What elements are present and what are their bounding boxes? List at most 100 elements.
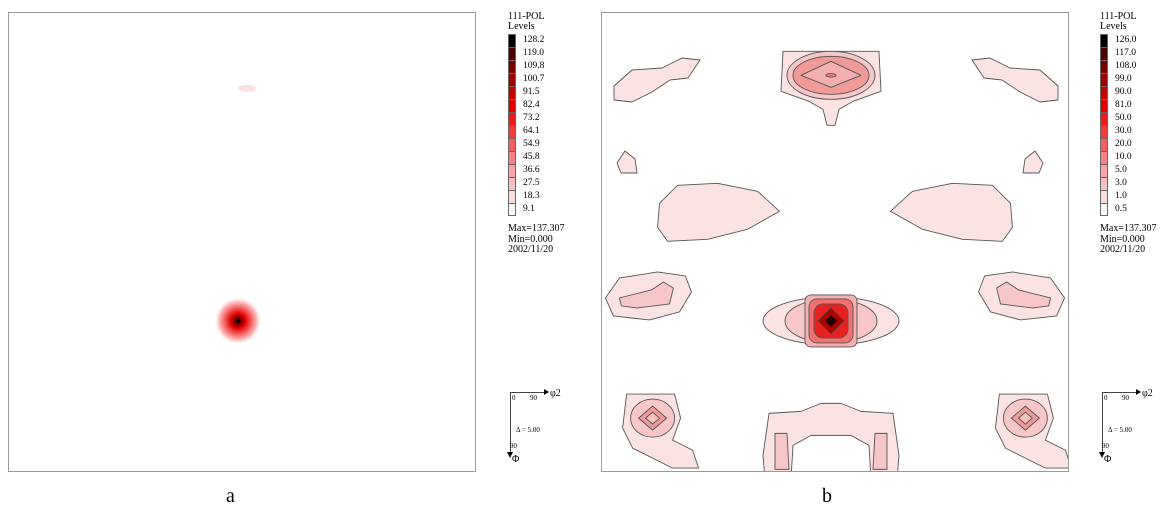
legend-meta: Max=137.307 Min=0.000 2002/11/20: [1100, 223, 1162, 256]
legend-level-label: 45.8: [523, 152, 540, 162]
small-left-region: [616, 150, 638, 174]
legend-subtitle: Levels: [508, 21, 535, 32]
legend-subtitle: Levels: [1100, 21, 1127, 32]
axis-key-y-end: 90: [1102, 442, 1109, 450]
bottom-right-core: [1017, 411, 1033, 425]
legend-level-label: 1.0: [1115, 191, 1127, 201]
center-core: [825, 314, 837, 327]
legend-swatch: [1100, 138, 1108, 151]
upper-left-region: [613, 57, 701, 103]
legend-swatch: [1100, 73, 1108, 86]
legend-b: 111-POL Levels 126.0 117.0 108.0 99.0 90.0 81…: [1100, 12, 1162, 256]
legend-level-label: 36.6: [523, 165, 540, 175]
legend-title: 111-POL: [508, 11, 545, 22]
legend-level-label: 119.0: [523, 48, 545, 58]
legend-swatch: [1100, 177, 1108, 190]
legend-level-label: 3.0: [1115, 178, 1127, 188]
legend-level-label: 5.0: [1115, 165, 1127, 175]
weak-spot: [238, 84, 256, 92]
axis-key-step: Δ = 5.00: [1108, 426, 1132, 434]
legend-swatch: [508, 190, 516, 203]
color-scale: 126.0 117.0 108.0 99.0 90.0 81.0 50.0 30.0 20.0 1…: [1100, 34, 1162, 216]
legend-level-label: 117.0: [1115, 48, 1137, 58]
axis-key-b: 0 90 φ2 Δ = 5.00 90 Φ: [1099, 388, 1160, 465]
legend-meta: Max=137.307 Min=0.000 2002/11/20: [508, 223, 578, 256]
axis-key-a: 0 90 φ2 Δ = 5.00 90 Φ: [507, 388, 568, 465]
legend-swatch: [1100, 203, 1108, 216]
legend-a: 111-POL Levels 128.2 119.0 109.8 100.7 91.5 8…: [508, 12, 578, 256]
mid-right-inner: [996, 281, 1052, 309]
legend-min: Min=0.000: [1100, 233, 1145, 245]
legend-swatch: [1100, 190, 1108, 203]
top-center-dot: [825, 73, 837, 78]
legend-level-label: 99.0: [1115, 74, 1132, 84]
legend-swatch: [1100, 125, 1108, 138]
legend-date: 2002/11/20: [1100, 244, 1146, 255]
bottom-center-left-inner: [774, 432, 790, 470]
axis-key-y-label: Φ: [512, 454, 520, 465]
legend-level-label: 82.4: [523, 100, 540, 110]
legend-level-label: 64.1: [523, 126, 540, 136]
legend-swatch: [508, 47, 516, 60]
legend-swatch: [1100, 164, 1108, 177]
odf-plot-a-svg: [214, 84, 262, 345]
legend-level-label: 109.8: [523, 61, 545, 71]
legend-level-label: 128.2: [523, 35, 545, 45]
legend-level-label: 0.5: [1115, 204, 1127, 214]
legend-swatch: [508, 138, 516, 151]
legend-level-label: 81.0: [1115, 100, 1132, 110]
axis-key-step: Δ = 5.00: [516, 426, 540, 434]
axis-key-x-label: φ2: [550, 388, 561, 399]
legend-title: 111-POL: [1100, 11, 1137, 22]
bottom-center-right-inner: [872, 432, 888, 470]
legend-level-label: 91.5: [523, 87, 540, 97]
odf-plot-a: [8, 12, 476, 472]
legend-level-label: 30.0: [1115, 126, 1132, 136]
axis-key-x-start: 0: [1104, 394, 1108, 402]
legend-swatch: [1100, 151, 1108, 164]
legend-level-label: 54.9: [523, 139, 540, 149]
legend-level-label: 100.7: [523, 74, 545, 84]
legend-level-label: 90.0: [1115, 87, 1132, 97]
legend-swatch: [508, 177, 516, 190]
axis-key-x-end: 90: [530, 394, 537, 402]
legend-swatch: [508, 34, 516, 47]
legend-swatch: [1100, 60, 1108, 73]
legend-level-label: 126.0: [1115, 35, 1137, 45]
caption-b: b: [822, 485, 832, 507]
axis-key-x-end: 90: [1122, 394, 1129, 402]
axis-key-x-start: 0: [512, 394, 516, 402]
legend-min: Min=0.000: [508, 233, 553, 245]
upper-right-region: [971, 57, 1059, 103]
odf-plot-b: [601, 12, 1069, 472]
axis-key-x-label: φ2: [1142, 388, 1153, 399]
side-left-region: [657, 182, 781, 242]
legend-max: Max=137.307: [1100, 223, 1157, 234]
legend-swatch: [1100, 112, 1108, 125]
legend-level-label: 73.2: [523, 113, 540, 123]
odf-plot-b-svg: [604, 50, 1068, 471]
legend-date: 2002/11/20: [508, 244, 554, 255]
legend-level-label: 20.0: [1115, 139, 1132, 149]
legend-level-label: 18.3: [523, 191, 540, 201]
peak-center: [236, 319, 240, 323]
legend-swatch: [1100, 47, 1108, 60]
legend-swatch: [1100, 86, 1108, 99]
mid-left-inner: [618, 281, 674, 309]
legend-level-label: 50.0: [1115, 113, 1132, 123]
bottom-left-core: [645, 411, 661, 425]
legend-swatch: [508, 112, 516, 125]
legend-max: Max=137.307: [508, 223, 565, 234]
axis-key-y-end: 90: [510, 442, 517, 450]
legend-swatch: [508, 99, 516, 112]
legend-swatch: [508, 86, 516, 99]
legend-level-label: 108.0: [1115, 61, 1137, 71]
legend-swatch: [1100, 99, 1108, 112]
legend-swatch: [508, 203, 516, 216]
legend-swatch: [1100, 34, 1108, 47]
legend-level-label: 10.0: [1115, 152, 1132, 162]
axis-key-y-label: Φ: [1104, 454, 1112, 465]
legend-swatch: [508, 73, 516, 86]
legend-swatch: [508, 164, 516, 177]
legend-swatch: [508, 151, 516, 164]
